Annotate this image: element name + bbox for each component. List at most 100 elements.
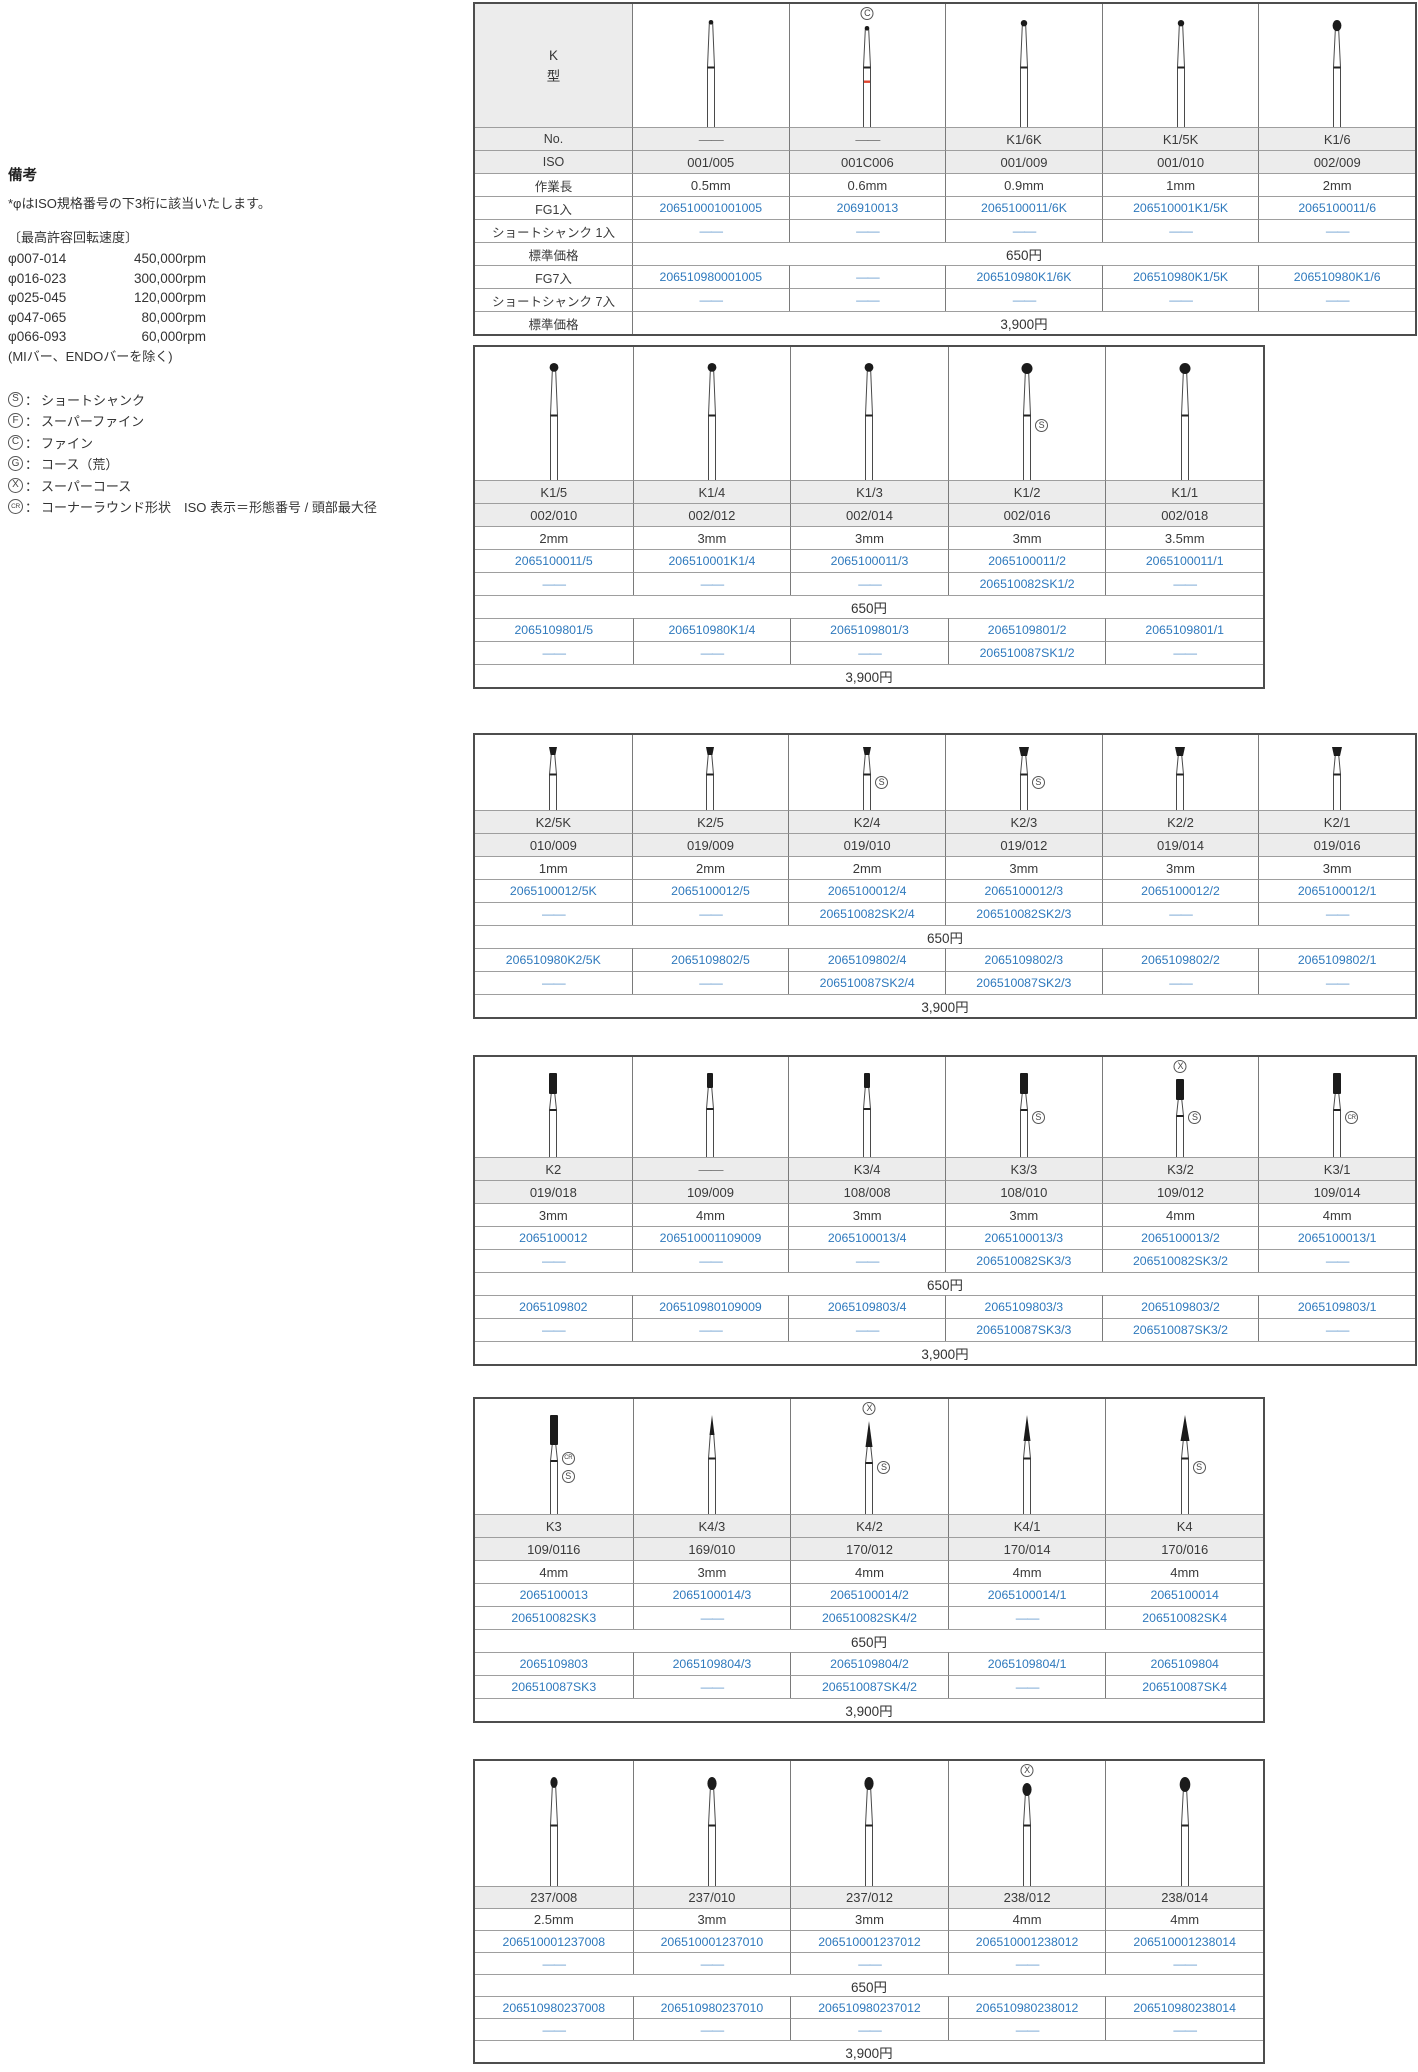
order-code-link[interactable]: 2065100011/6 (1258, 196, 1415, 219)
order-code-link[interactable]: 206510980238014 (1105, 1996, 1263, 2018)
order-code-link[interactable]: 206510980K1/4 (632, 618, 791, 641)
order-code-link[interactable]: 2065109802/5 (631, 948, 789, 971)
product-name-cell: K2/4 (788, 810, 945, 833)
order-code-link[interactable]: 2065109804/3 (632, 1652, 791, 1675)
order-code-link[interactable]: 2065109802 (475, 1295, 632, 1318)
iso-number-cell: 001/005 (632, 150, 789, 173)
order-code-link[interactable]: 206510087SK4/2 (790, 1675, 948, 1698)
order-code-link[interactable]: 206510980K2/5K (475, 948, 632, 971)
order-code-link[interactable]: 2065109804/1 (947, 1652, 1106, 1675)
order-code-link[interactable]: 2065100013/2 (1101, 1226, 1259, 1249)
order-code-link[interactable]: 2065100014/1 (947, 1583, 1106, 1606)
order-code-link[interactable]: 2065109801/2 (947, 618, 1106, 641)
legend-separator: ： (25, 500, 39, 516)
order-code-link[interactable]: 2065100012 (475, 1226, 632, 1249)
order-code-link[interactable]: 2065100014/2 (790, 1583, 948, 1606)
bur-table-k1-point: K 型 C No. —— —— K1/6K K1/5K K1/6 ISO 001/005 001C00… (473, 2, 1417, 336)
order-code-link[interactable]: 2065100013/4 (788, 1226, 945, 1249)
order-code-link[interactable]: 2065109802/4 (788, 948, 945, 971)
short-shank-icon: S (875, 775, 889, 789)
order-code-link[interactable]: 2065100011/1 (1105, 549, 1263, 572)
row-label-no: No. (475, 127, 632, 150)
bur-illustration (475, 1761, 633, 1886)
order-code-link[interactable]: 206510001237012 (790, 1930, 948, 1952)
order-code-link[interactable]: 206510082SK4/2 (790, 1606, 948, 1629)
order-code-link[interactable]: 2065100012/4 (788, 879, 945, 902)
working-length-cell: 2mm (475, 526, 633, 549)
order-code-link[interactable]: 2065100013 (475, 1583, 633, 1606)
order-code-link[interactable]: 206510980237010 (632, 1996, 791, 2018)
order-code-link[interactable]: 2065109803/1 (1258, 1295, 1415, 1318)
product-name-cell: K3/2 (1101, 1157, 1259, 1180)
order-code-link[interactable]: 206510087SK2/4 (788, 971, 945, 994)
order-code-link[interactable]: 206510082SK1/2 (947, 572, 1106, 595)
order-code-link[interactable]: 2065100011/6K (945, 196, 1102, 219)
rpm-value: 80,000rpm (141, 309, 206, 325)
order-code-link[interactable]: 2065109803 (475, 1652, 633, 1675)
order-code-link[interactable]: 2065109801/1 (1105, 618, 1263, 641)
order-code-link[interactable]: 206510087SK3 (475, 1675, 633, 1698)
iso-number-cell: 019/012 (945, 833, 1102, 856)
order-code-link[interactable]: 2065100014/3 (632, 1583, 791, 1606)
order-code-link[interactable]: 206510082SK3/3 (945, 1249, 1102, 1272)
iso-number-cell: 002/018 (1105, 503, 1263, 526)
order-code-link[interactable]: 206510980K1/6 (1258, 265, 1415, 288)
order-code-link[interactable]: 206510087SK2/3 (945, 971, 1102, 994)
row-label-fg1: FG1入 (475, 196, 632, 219)
order-code-link[interactable]: 206510087SK3/3 (945, 1318, 1102, 1341)
order-code-link[interactable]: 2065109802/3 (945, 948, 1102, 971)
order-code-link[interactable]: 206510087SK1/2 (947, 641, 1106, 664)
order-code-link[interactable]: 2065109802/2 (1101, 948, 1259, 971)
order-code-link[interactable]: 2065100011/2 (947, 549, 1106, 572)
order-code-link[interactable]: 2065109804/2 (790, 1652, 948, 1675)
bur-table-k1-round: S K1/5 K1/4 K1/3 K1/2 K1/1 002/010 002/012 002/0… (473, 345, 1265, 689)
short-shank-icon: S (1031, 775, 1045, 789)
legend-item-coarse: G ： コース（荒） (8, 453, 448, 475)
order-code-link[interactable]: 206510001109009 (631, 1226, 789, 1249)
bur-shape (865, 363, 874, 480)
order-code-link[interactable]: 2065100014 (1105, 1583, 1263, 1606)
order-code-link[interactable]: 2065109803/2 (1101, 1295, 1259, 1318)
order-code-link[interactable]: 206510082SK2/4 (788, 902, 945, 925)
order-code-link[interactable]: 206510980K1/5K (1101, 265, 1259, 288)
not-available-dash: —— (1258, 219, 1415, 242)
order-code-link[interactable]: 2065100011/3 (790, 549, 948, 572)
order-code-link[interactable]: 2065109802/1 (1258, 948, 1415, 971)
order-code-link[interactable]: 2065100012/5K (475, 879, 632, 902)
order-code-link[interactable]: 206510980K1/6K (945, 265, 1102, 288)
order-code-link[interactable]: 2065100011/5 (475, 549, 633, 572)
order-code-link[interactable]: 206510001238012 (947, 1930, 1106, 1952)
order-code-link[interactable]: 2065109801/5 (475, 618, 633, 641)
order-code-link[interactable]: 206510082SK3/2 (1101, 1249, 1259, 1272)
order-code-link[interactable]: 206510087SK3/2 (1101, 1318, 1259, 1341)
order-code-link[interactable]: 2065100012/1 (1258, 879, 1415, 902)
order-code-link[interactable]: 206510001K1/4 (632, 549, 791, 572)
order-code-link[interactable]: 206510980238012 (947, 1996, 1106, 2018)
speed-row: φ047-065 80,000rpm (8, 308, 448, 328)
order-code-link[interactable]: 2065109801/3 (790, 618, 948, 641)
order-code-link[interactable]: 206510980237012 (790, 1996, 948, 2018)
order-code-link[interactable]: 2065100012/5 (631, 879, 789, 902)
order-code-link[interactable]: 206910013 (788, 196, 946, 219)
order-code-link[interactable]: 206510001001005 (632, 196, 789, 219)
order-code-link[interactable]: 2065100013/1 (1258, 1226, 1415, 1249)
order-code-link[interactable]: 2065100012/3 (945, 879, 1102, 902)
order-code-link[interactable]: 2065109804 (1105, 1652, 1263, 1675)
order-code-link[interactable]: 206510082SK4 (1105, 1606, 1263, 1629)
order-code-link[interactable]: 206510082SK2/3 (945, 902, 1102, 925)
order-code-link[interactable]: 2065109803/4 (788, 1295, 945, 1318)
order-code-link[interactable]: 206510001238014 (1105, 1930, 1263, 1952)
order-code-link[interactable]: 206510001237010 (632, 1930, 791, 1952)
order-code-link[interactable]: 206510980237008 (475, 1996, 633, 2018)
order-code-link[interactable]: 206510980001005 (632, 265, 789, 288)
order-code-link[interactable]: 2065100012/2 (1101, 879, 1259, 902)
order-code-link[interactable]: 206510087SK4 (1105, 1675, 1263, 1698)
bur-illustration: CR (1258, 1057, 1415, 1157)
bur-shape (706, 20, 715, 127)
order-code-link[interactable]: 2065109803/3 (945, 1295, 1102, 1318)
order-code-link[interactable]: 206510980109009 (631, 1295, 789, 1318)
order-code-link[interactable]: 206510082SK3 (475, 1606, 633, 1629)
order-code-link[interactable]: 206510001K1/5K (1101, 196, 1259, 219)
order-code-link[interactable]: 2065100013/3 (945, 1226, 1102, 1249)
order-code-link[interactable]: 206510001237008 (475, 1930, 633, 1952)
